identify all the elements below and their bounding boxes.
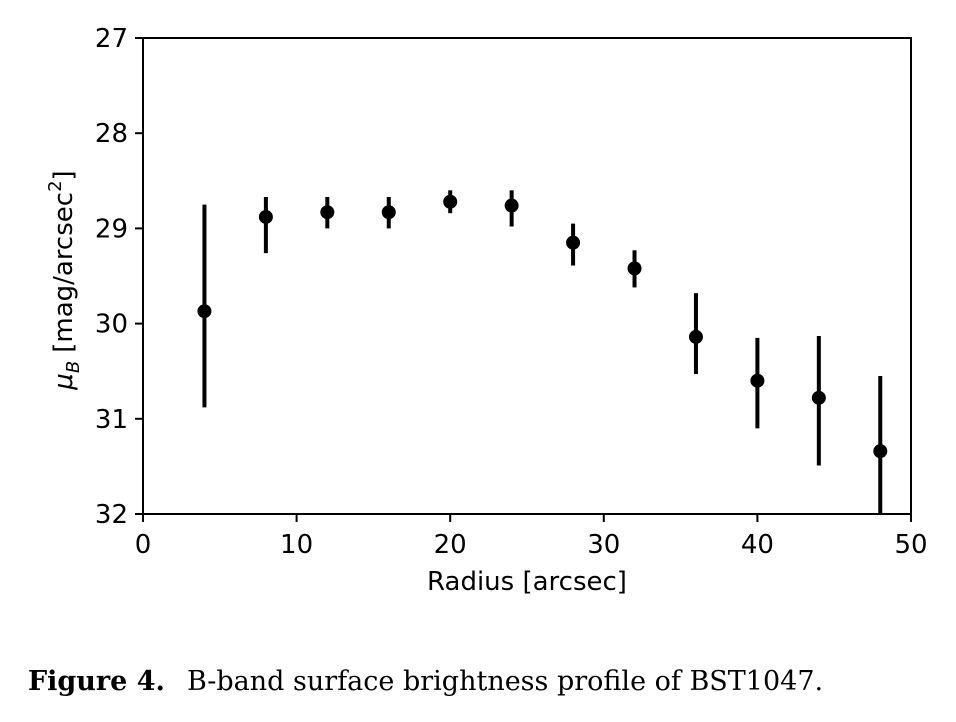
data-point	[627, 261, 642, 276]
y-tick-label: 29	[95, 214, 128, 244]
data-point	[258, 209, 273, 224]
x-axis: 0 10 20 30 40 50	[135, 514, 928, 560]
y-tick-label: 27	[95, 24, 128, 54]
y-axis-label-mu: μ	[49, 373, 79, 391]
y-tick-label: 28	[95, 119, 128, 149]
y-tick-label: 31	[95, 405, 128, 435]
data-point	[504, 198, 519, 213]
x-tick-label: 0	[135, 530, 152, 560]
x-tick-label: 50	[894, 530, 927, 560]
x-tick-label: 40	[741, 530, 774, 560]
surface-brightness-chart: 0 10 20 30 40 50 27 28 29 30 31 32 Radius [arcsec]…	[45, 24, 928, 597]
y-axis-label: μB [mag/arcsec2]	[45, 170, 84, 390]
y-axis-label-units: [mag/arcsec	[49, 192, 79, 353]
data-point	[197, 304, 212, 319]
figure-caption-label: Figure 4.	[28, 666, 165, 697]
data-point	[443, 194, 458, 209]
data-point	[381, 205, 396, 220]
y-axis-label-superscript: 2	[45, 180, 66, 191]
y-axis: 27 28 29 30 31 32	[95, 24, 143, 530]
figure-caption-text: B-band surface brightness profile of BST…	[186, 666, 824, 697]
data-point	[873, 444, 888, 459]
x-axis-label: Radius [arcsec]	[427, 567, 627, 597]
figure-caption: Figure 4. B-band surface brightness profi…	[28, 666, 948, 697]
y-axis-label-subscript: B	[63, 361, 84, 373]
x-tick-label: 10	[280, 530, 313, 560]
x-tick-label: 30	[587, 530, 620, 560]
y-tick-label: 32	[95, 500, 128, 530]
y-tick-label: 30	[95, 310, 128, 340]
data-point	[566, 235, 581, 250]
data-point	[750, 373, 765, 388]
x-tick-label: 20	[434, 530, 467, 560]
y-axis-label-units-close: ]	[49, 170, 79, 180]
data-point	[320, 205, 335, 220]
data-point	[688, 329, 703, 344]
plot-frame	[142, 37, 912, 515]
data-point	[811, 390, 826, 405]
plot-area	[197, 190, 888, 514]
